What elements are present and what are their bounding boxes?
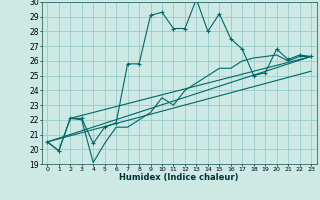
X-axis label: Humidex (Indice chaleur): Humidex (Indice chaleur) [119, 173, 239, 182]
